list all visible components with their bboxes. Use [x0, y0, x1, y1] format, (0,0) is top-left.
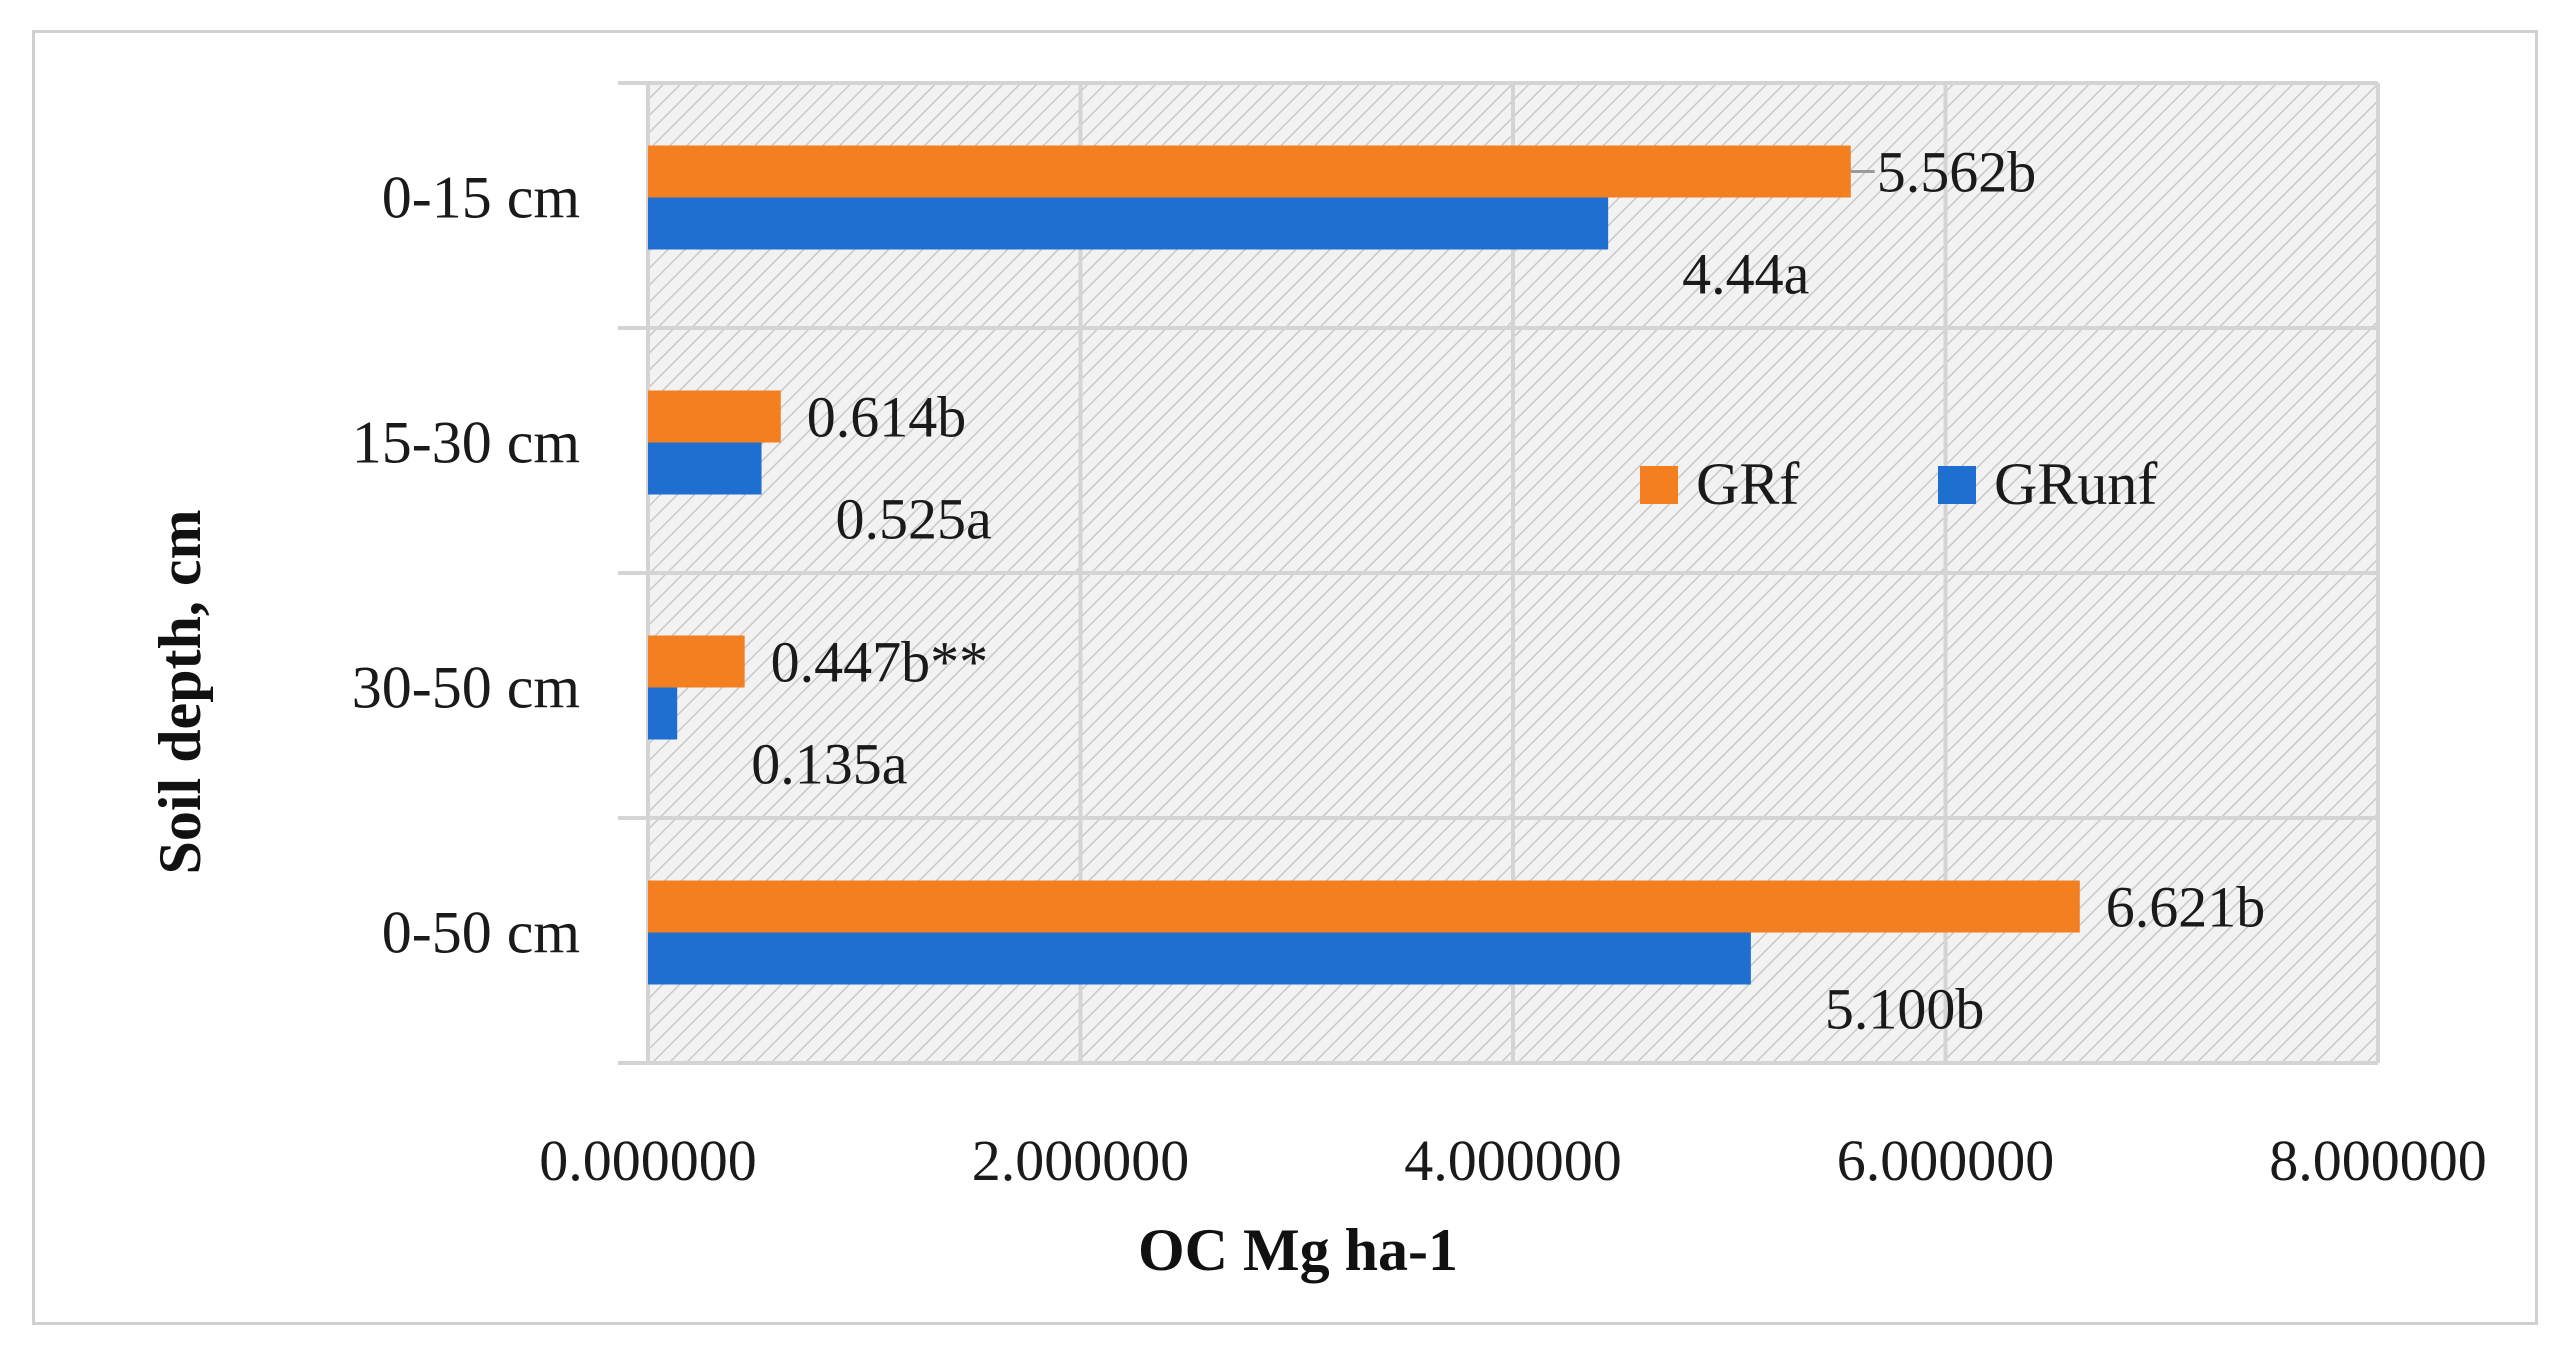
- bar-grunf-2: [648, 687, 678, 740]
- category-labels: 0-15 cm 15-30 cm 30-50 cm 0-50 cm: [352, 165, 580, 966]
- y-axis-title: Soil depth, cm: [147, 509, 213, 874]
- x-tick-label-4: 8.000000: [2269, 1128, 2487, 1193]
- bar-grunf-3: [648, 932, 1751, 985]
- data-label-grunf-2: 0.135a: [751, 732, 907, 797]
- category-label-1: 15-30 cm: [352, 410, 580, 476]
- legend-swatch-grf: [1640, 466, 1678, 504]
- data-label-grf-3: 6.621b: [2106, 875, 2266, 940]
- x-tick-labels: 0.000000 2.000000 4.000000 6.000000 8.000000: [539, 1128, 2487, 1193]
- bar-grunf-0: [648, 197, 1609, 250]
- category-label-2: 30-50 cm: [352, 655, 580, 721]
- bar-grf-1: [648, 390, 781, 443]
- legend-swatch-grunf: [1938, 466, 1976, 504]
- bars: [648, 145, 2080, 985]
- category-label-3: 0-50 cm: [382, 900, 580, 966]
- x-axis-title: OC Mg ha-1: [1138, 1217, 1458, 1283]
- x-tick-label-3: 6.000000: [1837, 1128, 2055, 1193]
- data-label-grunf-0: 4.44a: [1682, 242, 1809, 307]
- bar-grf-3: [648, 880, 2080, 933]
- data-labels: 5.562b 4.44a 0.614b 0.525a 0.447b** 0.135a 6.6…: [751, 140, 2265, 1042]
- bar-grunf-1: [648, 442, 762, 495]
- bar-grf-0: [648, 145, 1851, 198]
- bar-grf-2: [648, 635, 745, 688]
- category-label-0: 0-15 cm: [382, 165, 580, 231]
- x-tick-label-2: 4.000000: [1404, 1128, 1622, 1193]
- data-label-grf-0: 5.562b: [1877, 140, 2037, 205]
- data-label-grunf-1: 0.525a: [836, 487, 992, 552]
- data-label-grf-1: 0.614b: [807, 385, 967, 450]
- x-tick-label-1: 2.000000: [972, 1128, 1190, 1193]
- x-tick-label-0: 0.000000: [539, 1128, 757, 1193]
- data-label-grunf-3: 5.100b: [1825, 977, 1985, 1042]
- legend: GRf GRunf: [1640, 451, 2157, 517]
- legend-label-grf: GRf: [1696, 451, 1799, 517]
- data-label-grf-2: 0.447b**: [771, 630, 989, 695]
- legend-label-grunf: GRunf: [1994, 451, 2157, 517]
